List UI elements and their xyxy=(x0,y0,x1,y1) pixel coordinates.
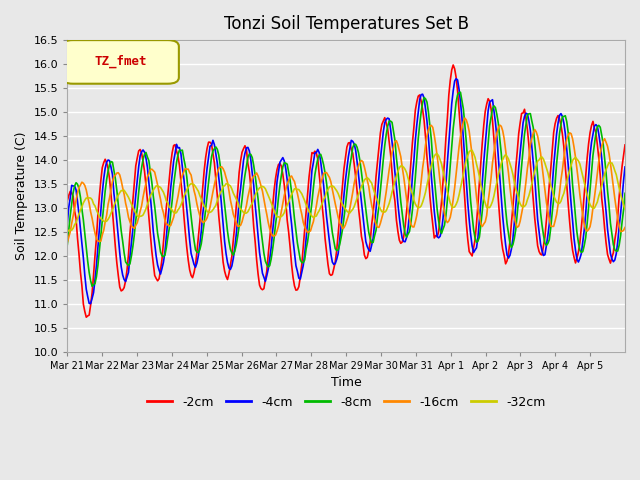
-8cm xyxy=(101,188,109,194)
-32cm xyxy=(65,228,72,234)
-4cm xyxy=(547,201,555,207)
-2cm xyxy=(449,62,457,68)
-2cm xyxy=(547,166,555,172)
-8cm xyxy=(63,241,71,247)
-4cm xyxy=(464,200,472,205)
FancyBboxPatch shape xyxy=(61,40,179,84)
-2cm xyxy=(620,153,627,159)
-16cm xyxy=(350,180,358,186)
-4cm xyxy=(621,164,629,170)
Y-axis label: Soil Temperature (C): Soil Temperature (C) xyxy=(15,132,28,260)
Line: -8cm: -8cm xyxy=(67,92,625,286)
-2cm xyxy=(621,142,629,148)
-32cm xyxy=(547,182,555,188)
-8cm xyxy=(88,283,96,289)
-2cm xyxy=(464,236,472,242)
-32cm xyxy=(101,219,109,225)
-16cm xyxy=(63,240,71,245)
-8cm xyxy=(352,142,360,147)
-32cm xyxy=(84,195,92,201)
-8cm xyxy=(621,191,629,196)
-16cm xyxy=(83,187,90,193)
Text: TZ_fmet: TZ_fmet xyxy=(94,54,147,68)
X-axis label: Time: Time xyxy=(331,376,362,389)
-32cm xyxy=(63,227,71,232)
-16cm xyxy=(618,228,626,234)
-2cm xyxy=(84,313,92,319)
-8cm xyxy=(620,207,627,213)
-4cm xyxy=(620,178,627,184)
-32cm xyxy=(463,157,470,163)
-32cm xyxy=(352,200,360,205)
-4cm xyxy=(83,287,90,292)
-32cm xyxy=(621,206,629,212)
-8cm xyxy=(456,89,464,95)
-2cm xyxy=(352,174,360,180)
Title: Tonzi Soil Temperatures Set B: Tonzi Soil Temperatures Set B xyxy=(223,15,468,33)
-8cm xyxy=(547,225,555,231)
Line: -4cm: -4cm xyxy=(67,79,625,303)
-16cm xyxy=(100,228,108,233)
Legend: -2cm, -4cm, -8cm, -16cm, -32cm: -2cm, -4cm, -8cm, -16cm, -32cm xyxy=(142,391,550,414)
-2cm xyxy=(101,156,109,162)
-2cm xyxy=(83,314,90,320)
-8cm xyxy=(464,159,472,165)
-16cm xyxy=(545,216,553,222)
-4cm xyxy=(352,147,360,153)
-16cm xyxy=(461,115,468,121)
-8cm xyxy=(83,244,90,250)
Line: -2cm: -2cm xyxy=(67,65,625,317)
-4cm xyxy=(63,220,71,226)
-4cm xyxy=(452,76,460,82)
-16cm xyxy=(463,117,470,123)
-4cm xyxy=(101,165,109,171)
Line: -16cm: -16cm xyxy=(67,118,625,242)
Line: -32cm: -32cm xyxy=(67,150,625,231)
-4cm xyxy=(87,300,95,306)
-16cm xyxy=(621,225,629,230)
-32cm xyxy=(468,147,476,153)
-32cm xyxy=(620,202,627,208)
-2cm xyxy=(63,198,71,204)
